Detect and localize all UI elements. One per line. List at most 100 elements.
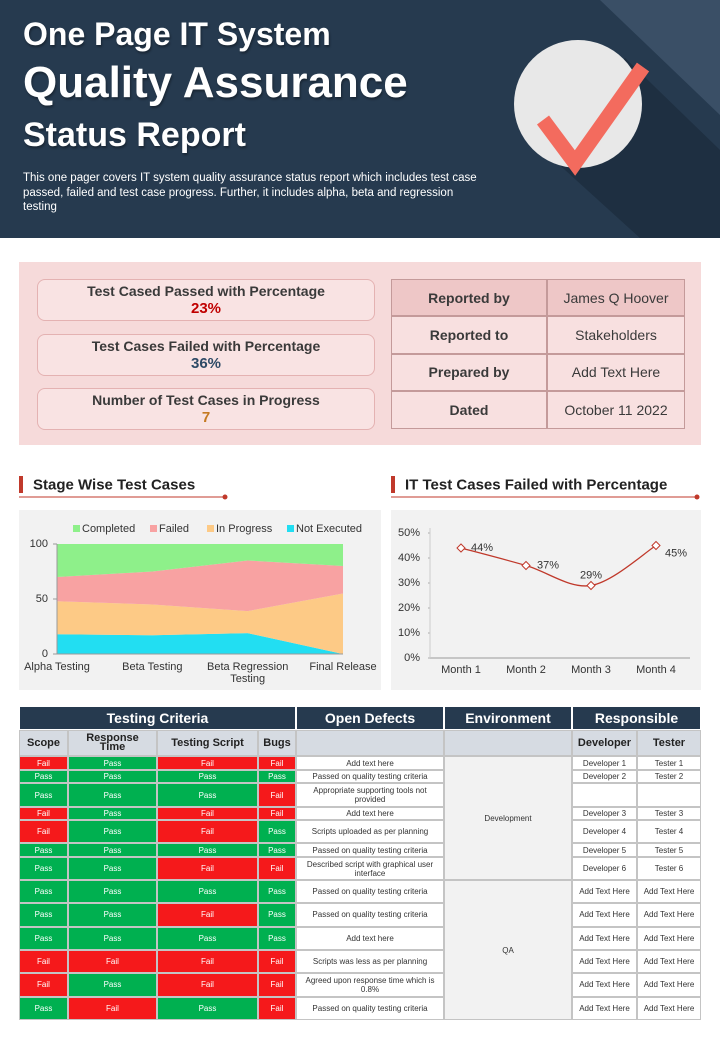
status-cell: Pass: [68, 903, 157, 927]
data-label: 29%: [580, 570, 602, 582]
responsible-cell: Developer 3: [572, 807, 637, 820]
info-value: Add Text Here: [547, 353, 685, 392]
x-tick-label: Final Release: [309, 661, 377, 673]
status-cell: Fail: [258, 807, 296, 820]
status-cell: Pass: [19, 903, 68, 927]
responsible-cell: [572, 783, 637, 807]
x-tick-label: Alpha Testing: [24, 661, 90, 673]
y-tick-label: 30%: [398, 577, 420, 589]
status-cell: Pass: [258, 926, 296, 950]
group-header: Responsible: [572, 706, 701, 730]
status-cell: Pass: [157, 926, 258, 950]
responsible-cell: Add Text Here: [637, 949, 701, 974]
status-cell: Pass: [19, 770, 68, 783]
y-tick-label: 10%: [398, 627, 420, 639]
chart-panel: [391, 510, 701, 690]
area: [57, 593, 343, 654]
point: [456, 543, 466, 553]
y-tick-label: 100: [30, 538, 48, 550]
sub-header: Testing Script: [157, 730, 258, 756]
legend-label: Failed: [159, 523, 189, 535]
status-cell: Fail: [258, 973, 296, 997]
info-value: James Q Hoover: [547, 279, 685, 317]
defect-cell: Add text here: [296, 807, 444, 820]
defect-cell: Passed on quality testing criteria: [296, 843, 444, 857]
section-heading: IT Test Cases Failed with Percentage: [405, 477, 667, 494]
defect-cell: Passed on quality testing criteria: [296, 770, 444, 783]
status-cell: Pass: [19, 843, 68, 857]
status-cell: Fail: [258, 949, 296, 974]
check-mark: [536, 62, 650, 176]
x-tick-label: Month 2: [506, 664, 546, 676]
status-cell: Fail: [258, 783, 296, 807]
responsible-cell: Tester 5: [637, 843, 701, 857]
section-heading: Stage Wise Test Cases: [33, 477, 195, 494]
charts: Stage Wise Test Cases IT Test Cases Faile…: [19, 476, 700, 676]
diagonal-stripe: [600, 0, 720, 115]
y-tick-label: 20%: [398, 602, 420, 614]
status-cell: Fail: [19, 949, 68, 974]
group-header: Testing Criteria: [19, 706, 296, 730]
point: [651, 540, 661, 551]
status-cell: Pass: [157, 843, 258, 857]
status-cell: Fail: [157, 756, 258, 770]
environment-cell: QA: [444, 880, 572, 1020]
responsible-cell: Tester 6: [637, 857, 701, 880]
status-cell: Pass: [157, 783, 258, 807]
status-cell: Pass: [68, 973, 157, 997]
defect-cell: Scripts was less as per planning: [296, 949, 444, 974]
status-cell: Fail: [68, 949, 157, 974]
responsible-cell: Developer 5: [572, 843, 637, 857]
data-label: 44%: [471, 542, 493, 554]
responsible-cell: Add Text Here: [572, 949, 637, 974]
responsible-cell: Add Text Here: [637, 926, 701, 950]
status-cell: Pass: [68, 783, 157, 807]
status-cell: Pass: [68, 857, 157, 880]
defect-cell: Add text here: [296, 756, 444, 770]
sub-header: [296, 730, 444, 756]
sub-header: Tester: [637, 730, 701, 756]
summary-box: Test Cases Failed with Percentage 36%: [37, 334, 375, 376]
info-value: Stakeholders: [547, 316, 685, 354]
legend-swatch: [73, 525, 80, 532]
y-tick-label: 40%: [398, 552, 420, 564]
status-cell: Pass: [19, 783, 68, 807]
defect-cell: Agreed upon response time which is 0.8%: [296, 973, 444, 997]
y-tick-label: 50: [36, 593, 48, 605]
environment-cell: Development: [444, 756, 572, 880]
legend-swatch: [150, 525, 157, 532]
responsible-cell: Developer 1: [572, 756, 637, 770]
x-tick-label: Month 4: [636, 664, 676, 676]
summary-value: 7: [201, 409, 211, 426]
header-band: This one pager covers IT system quality …: [0, 0, 720, 238]
status-cell: Pass: [68, 926, 157, 950]
status-cell: Fail: [19, 973, 68, 997]
status-cell: Pass: [68, 820, 157, 843]
sub-header: Developer: [572, 730, 637, 756]
status-cell: Fail: [68, 996, 157, 1020]
description: This one pager covers IT system quality …: [23, 172, 477, 213]
status-cell: Pass: [19, 996, 68, 1020]
area: [57, 633, 343, 654]
status-cell: Pass: [68, 770, 157, 783]
responsible-cell: Add Text Here: [637, 973, 701, 997]
summary-label: Test Cases Failed with Percentage: [91, 338, 321, 354]
status-cell: Pass: [258, 770, 296, 783]
info-key: Reported by: [391, 279, 547, 317]
defect-cell: Passed on quality testing criteria: [296, 880, 444, 904]
status-cell: Pass: [68, 807, 157, 820]
legend-label: Completed: [82, 523, 135, 535]
responsible-cell: Add Text Here: [572, 973, 637, 997]
summary-box: Test Cased Passed with Percentage 23%: [37, 279, 375, 321]
status-cell: Pass: [258, 843, 296, 857]
responsible-cell: Developer 4: [572, 820, 637, 843]
legend-label: Not Executed: [296, 523, 362, 535]
status-cell: Fail: [258, 756, 296, 770]
status-cell: Pass: [68, 843, 157, 857]
responsible-cell: Tester 1: [637, 756, 701, 770]
status-cell: Fail: [157, 949, 258, 974]
group-header: Environment: [444, 706, 572, 730]
header-art: [514, 0, 720, 238]
heading-dot: [222, 494, 228, 500]
